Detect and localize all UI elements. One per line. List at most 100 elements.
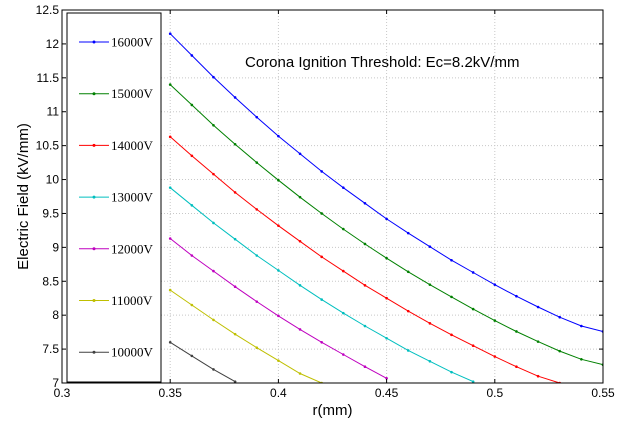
data-point-14000v <box>515 365 518 369</box>
data-point-14000v <box>363 284 367 287</box>
data-point-15000v <box>190 103 194 107</box>
x-tick-label: 0.45 <box>375 386 399 400</box>
data-point-16000v <box>298 152 302 156</box>
data-point-12000v <box>320 341 323 344</box>
data-point-15000v <box>536 340 540 343</box>
data-point-12000v <box>342 353 345 356</box>
data-point-12000v <box>277 314 280 318</box>
legend-label-12000v: 12000V <box>111 241 154 256</box>
data-point-15000v <box>320 212 323 215</box>
data-point-16000v <box>168 32 172 36</box>
data-point-13000v <box>255 254 259 257</box>
data-point-14000v <box>320 255 323 259</box>
data-point-11000v <box>212 318 215 322</box>
data-point-10000v <box>190 354 194 358</box>
data-point-14000v <box>277 224 280 227</box>
data-point-15000v <box>428 283 432 286</box>
legend-marker-13000v <box>92 195 96 199</box>
data-point-14000v <box>406 309 410 313</box>
y-tick-label: 10.5 <box>36 139 60 153</box>
data-point-16000v <box>190 54 194 57</box>
legend-label-14000v: 14000V <box>111 138 154 153</box>
data-point-13000v <box>450 370 453 374</box>
data-point-16000v <box>580 324 583 328</box>
legend-label-16000v: 16000V <box>111 35 154 50</box>
data-point-13000v <box>406 349 410 352</box>
data-point-14000v <box>493 355 497 358</box>
data-point-13000v <box>277 269 280 272</box>
y-tick-label: 12.5 <box>36 3 60 17</box>
data-point-11000v <box>233 332 237 336</box>
plot-frame <box>61 9 604 384</box>
threshold-annotation: Corona Ignition Threshold: Ec=8.2kV/mm <box>245 54 519 71</box>
x-tick-label: 0.35 <box>159 386 183 400</box>
series-line-14000v <box>169 136 560 383</box>
data-point-15000v <box>471 307 475 311</box>
data-point-16000v <box>515 294 518 298</box>
y-tick-label: 11 <box>47 105 60 119</box>
data-point-10000v <box>233 380 237 383</box>
data-point-13000v <box>212 221 215 225</box>
data-point-14000v <box>536 374 540 378</box>
data-point-15000v <box>342 227 345 231</box>
data-point-11000v <box>298 372 302 375</box>
data-point-12000v <box>255 300 259 303</box>
data-point-10000v <box>212 368 215 371</box>
data-point-16000v <box>471 271 475 274</box>
data-point-16000v <box>385 217 388 221</box>
data-point-15000v <box>277 178 280 182</box>
y-tick-label: 7.5 <box>42 342 59 356</box>
x-tick-label: 0.55 <box>591 386 615 400</box>
legend-label-13000v: 13000V <box>111 190 154 205</box>
data-point-15000v <box>212 123 215 127</box>
data-point-14000v <box>298 239 302 243</box>
x-tick-label: 0.5 <box>486 386 503 400</box>
data-point-14000v <box>168 135 172 139</box>
y-tick-label: 12 <box>46 37 60 51</box>
y-tick-label: 9.5 <box>42 206 59 220</box>
x-tick-label: 0.3 <box>54 386 71 400</box>
data-point-12000v <box>298 328 302 331</box>
data-point-13000v <box>298 284 302 287</box>
data-point-11000v <box>255 346 259 350</box>
y-tick-label: 8.5 <box>42 274 59 288</box>
legend-marker-16000v <box>92 40 96 44</box>
series-line-11000v <box>169 289 322 383</box>
y-axis-title: Electric Field (kV/mm) <box>15 123 32 270</box>
data-point-16000v <box>363 201 367 205</box>
x-axis-title: r(mm) <box>313 402 353 419</box>
legend-label-15000v: 15000V <box>111 86 154 101</box>
data-point-12000v <box>233 285 237 288</box>
data-point-11000v <box>168 288 172 292</box>
legend-marker-14000v <box>92 143 96 147</box>
data-point-15000v <box>255 161 259 164</box>
legend-marker-12000v <box>92 247 96 251</box>
y-tick-label: 9 <box>52 240 59 254</box>
legend: 16000V 15000V 14000V 13000V 12000V 11000V 1000… <box>66 12 162 383</box>
data-point-15000v <box>363 242 367 246</box>
data-point-13000v <box>320 298 323 301</box>
legend-marker-10000v <box>92 350 96 354</box>
data-point-15000v <box>493 319 497 322</box>
data-point-14000v <box>190 154 194 158</box>
y-tick-label: 8 <box>52 308 59 322</box>
data-point-16000v <box>558 315 562 319</box>
data-point-16000v <box>233 96 237 99</box>
data-point-14000v <box>342 269 345 273</box>
data-point-15000v <box>558 349 562 353</box>
data-point-14000v <box>471 344 475 348</box>
data-point-13000v <box>363 324 367 328</box>
data-point-14000v <box>212 172 215 176</box>
data-point-13000v <box>342 311 345 315</box>
data-point-15000v <box>168 83 172 86</box>
x-tick-label: 0.4 <box>270 386 287 400</box>
data-point-15000v <box>385 256 388 260</box>
data-point-16000v <box>320 170 323 173</box>
data-point-11000v <box>277 359 280 362</box>
data-point-14000v <box>255 208 259 211</box>
data-point-14000v <box>233 191 237 194</box>
y-tick-label: 7 <box>52 376 59 390</box>
data-point-16000v <box>255 115 259 119</box>
data-point-12000v <box>363 365 367 369</box>
data-point-16000v <box>212 75 215 79</box>
